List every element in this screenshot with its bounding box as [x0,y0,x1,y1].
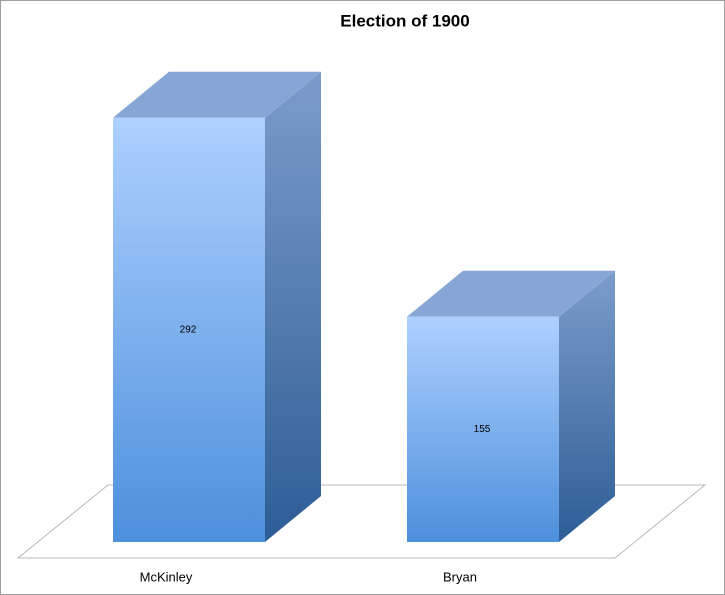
bar [113,117,265,542]
bar [407,316,559,542]
bars: 292 McKinley 155 Bryan [113,71,615,584]
bar-side [265,71,321,542]
bar-top [407,270,615,317]
chart-title: Election of 1900 [340,11,469,30]
value-label: 292 [180,325,197,336]
x-tick-label: McKinley [140,569,193,584]
bar-side [559,270,615,542]
x-tick-label: Bryan [443,569,477,584]
value-label: 155 [474,424,491,435]
bar-top [113,71,321,118]
